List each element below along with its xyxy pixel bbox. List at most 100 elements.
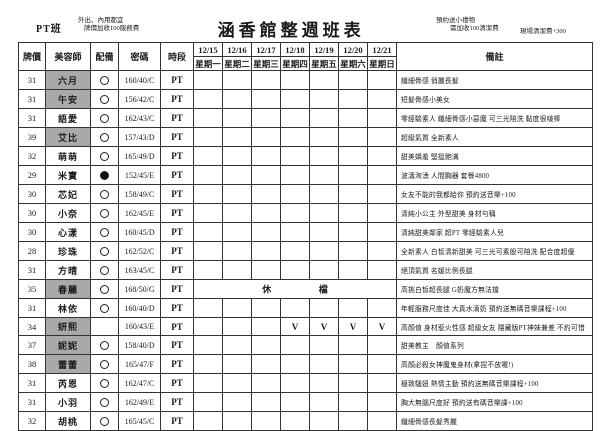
right-note-line2: 需加收100清潔費	[450, 25, 499, 32]
table-row: 31 六月 160/40/C PT 纖細骨感 俏麗長髮	[18, 70, 593, 90]
schedule-cell	[309, 260, 339, 280]
price-cell: 34	[18, 317, 46, 336]
table-row: 30 芯妃 158/49/C PT 女友不能的我都給你 預約送音樂+100	[18, 184, 593, 204]
header-date-12-17: 12/17	[251, 42, 281, 57]
remark-cell: 絕頂氣質 名媛比例長腿	[396, 260, 593, 280]
beautician-name: 艾比	[45, 127, 91, 147]
table-row: 37 妮妮 158/40/D PT 甜美教主 顏值系列	[18, 335, 593, 355]
schedule-cell	[193, 165, 223, 185]
beautician-name: 妮妮	[45, 335, 91, 355]
schedule-cell	[367, 335, 397, 355]
period-cell: PT	[160, 279, 194, 299]
equipment-cell	[90, 203, 119, 223]
schedule-cell	[367, 411, 397, 431]
schedule-cell	[309, 354, 339, 374]
header-weekday-2: 星期二	[222, 56, 252, 71]
schedule-cell	[222, 260, 252, 280]
schedule-cell	[251, 146, 281, 166]
open-circle-icon	[100, 246, 109, 256]
price-cell: 31	[18, 70, 46, 90]
far-right-note: 現場清潔費+300	[520, 28, 566, 35]
price-cell: 30	[18, 203, 46, 223]
equipment-cell	[90, 411, 119, 431]
schedule-cell	[367, 165, 397, 185]
period-cell: PT	[160, 184, 194, 204]
schedule-cell	[309, 335, 339, 355]
password-cell: 160/40/D	[118, 298, 161, 318]
table-row: 34 妍熙 160/43/E PT V V V V 高顏值 身材惹火性感 超級女友 隱藏版PT神…	[18, 317, 593, 336]
schedule-cell	[280, 184, 310, 204]
table-row: 31 方晴 163/45/C PT 絕頂氣質 名媛比例長腿	[18, 260, 593, 280]
schedule-cell	[222, 127, 252, 147]
period-cell: PT	[160, 108, 194, 128]
equipment-cell	[90, 89, 119, 109]
schedule-cell	[222, 184, 252, 204]
equipment-cell	[90, 108, 119, 128]
password-cell: 165/47/F	[118, 354, 161, 374]
period-cell: PT	[160, 354, 194, 374]
schedule-cell	[338, 241, 368, 261]
open-circle-icon	[100, 340, 109, 350]
schedule-cell	[251, 373, 281, 393]
table-row: 29 米寶 152/45/E PT 波濤洶湧 人間胸器 套餐4800	[18, 165, 593, 185]
schedule-cell	[338, 392, 368, 412]
equipment-cell	[90, 184, 119, 204]
schedule-cell	[338, 89, 368, 109]
header-weekday-6: 星期六	[338, 56, 368, 71]
beautician-name: 蕾蕾	[45, 354, 91, 374]
password-cell: 160/45/D	[118, 222, 161, 242]
schedule-cell	[367, 392, 397, 412]
schedule-cell	[251, 241, 281, 261]
beautician-name: 芮恩	[45, 373, 91, 393]
schedule-cell	[222, 411, 252, 431]
schedule-cell	[309, 392, 339, 412]
schedule-cell	[222, 335, 252, 355]
schedule-cell	[222, 373, 252, 393]
remark-cell: 高顏必殺女神魔鬼身材(拿捏不放喔!)	[396, 354, 593, 374]
schedule-cell: V	[280, 317, 310, 336]
password-cell: 158/49/C	[118, 184, 161, 204]
remark-cell: 清純甜美鄰家 超PT 零經驗素人兒	[396, 222, 593, 242]
table-row: 39 艾比 157/43/D PT 超級氣質 全新素人	[18, 127, 593, 147]
schedule-cell	[193, 335, 223, 355]
schedule-cell	[251, 317, 281, 336]
password-cell: 168/50/G	[118, 279, 161, 299]
schedule-cell	[338, 411, 368, 431]
header-weekday-1: 星期一	[193, 56, 223, 71]
schedule-cell	[309, 165, 339, 185]
beautician-name: 語愛	[45, 108, 91, 128]
schedule-cell	[309, 222, 339, 242]
password-cell: 162/45/E	[118, 203, 161, 223]
period-cell: PT	[160, 70, 194, 90]
schedule-cell	[367, 241, 397, 261]
table-row: 31 林依 160/40/D PT 年輕服務尺度佳 大真水滴奶 預約送無碼音樂課程+10…	[18, 298, 593, 318]
schedule-cell	[222, 241, 252, 261]
equipment-cell	[90, 279, 119, 299]
table-row: 30 小奈 162/45/E PT 清純小公主 外型甜美 身材勻稱	[18, 203, 593, 223]
schedule-cell	[193, 146, 223, 166]
equipment-cell	[90, 392, 119, 412]
equipment-cell	[90, 298, 119, 318]
schedule-cell	[222, 89, 252, 109]
schedule-cell	[338, 165, 368, 185]
schedule-cell	[309, 203, 339, 223]
schedule-cell	[309, 184, 339, 204]
table-row: 32 萌萌 165/49/D PT 甜美嬌羞 堅挺飽滿	[18, 146, 593, 166]
schedule-cell	[222, 203, 252, 223]
schedule-cell	[309, 70, 339, 90]
header-beautician: 美容師	[45, 42, 91, 71]
beautician-name: 春麗	[45, 279, 91, 299]
schedule-cell	[222, 165, 252, 185]
schedule-cell	[338, 354, 368, 374]
schedule-cell	[251, 411, 281, 431]
period-cell: PT	[160, 165, 194, 185]
price-cell: 32	[18, 411, 46, 431]
open-circle-icon	[100, 284, 109, 294]
weekly-schedule-table: 牌價 美容師 配備 密碼 時段 12/15 12/16 12/17 12/18 12/1…	[18, 42, 593, 431]
table-row: 35 春麗 168/50/G PT 休檔高挑白皙超長腿 G奶魔方無法擋	[18, 279, 593, 299]
schedule-cell	[251, 70, 281, 90]
open-circle-icon	[100, 378, 109, 388]
table-row: 38 蕾蕾 165/47/F PT 高顏必殺女神魔鬼身材(拿捏不放喔!)	[18, 354, 593, 374]
price-cell: 28	[18, 241, 46, 261]
schedule-cell	[280, 203, 310, 223]
